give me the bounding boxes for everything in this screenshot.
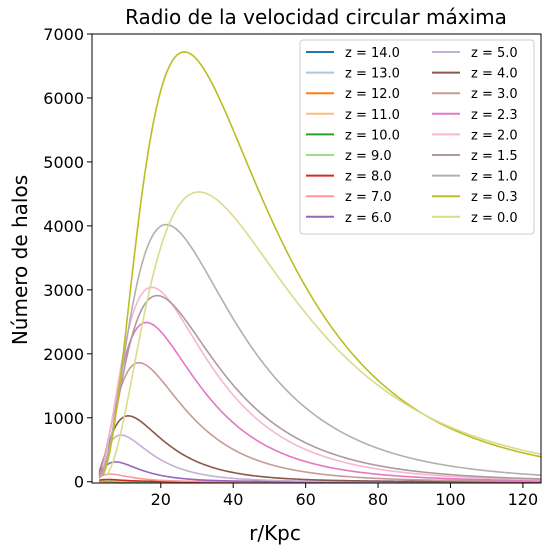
y-tick-label-1: 1000 <box>43 409 84 428</box>
x-tick-label-4: 100 <box>435 490 466 509</box>
legend: z = 14.0 z = 13.0 z = 12.0 z = 11.0 z = 10.0… <box>300 40 534 234</box>
y-tick-label-3: 3000 <box>43 281 84 300</box>
legend-label-12: z = 2.3 <box>471 108 518 123</box>
legend-label-10: z = 4.0 <box>471 67 518 82</box>
legend-label-2: z = 12.0 <box>345 87 400 102</box>
x-tick-label-1: 40 <box>223 490 243 509</box>
legend-label-0: z = 14.0 <box>345 46 400 61</box>
legend-label-16: z = 0.3 <box>471 190 518 205</box>
legend-label-3: z = 11.0 <box>345 108 400 123</box>
x-tick-label-5: 120 <box>508 490 539 509</box>
y-axis-label: Número de halos <box>8 175 32 345</box>
y-tick-label-2: 2000 <box>43 345 84 364</box>
legend-label-8: z = 6.0 <box>345 211 392 226</box>
legend-label-4: z = 10.0 <box>345 128 400 143</box>
legend-label-11: z = 3.0 <box>471 87 518 102</box>
legend-label-15: z = 1.0 <box>471 170 518 185</box>
legend-label-17: z = 0.0 <box>471 211 518 226</box>
chart-title: Radio de la velocidad circular máxima <box>125 5 507 29</box>
y-tick-label-6: 6000 <box>43 89 84 108</box>
y-tick-label-0: 0 <box>74 473 84 492</box>
legend-label-5: z = 9.0 <box>345 149 392 164</box>
legend-label-7: z = 7.0 <box>345 190 392 205</box>
x-tick-label-2: 60 <box>295 490 315 509</box>
x-tick-label-0: 20 <box>151 490 171 509</box>
y-tick-label-7: 7000 <box>43 25 84 44</box>
y-tick-label-4: 4000 <box>43 217 84 236</box>
legend-label-6: z = 8.0 <box>345 170 392 185</box>
x-tick-label-3: 80 <box>368 490 388 509</box>
legend-label-1: z = 13.0 <box>345 67 400 82</box>
y-tick-label-5: 5000 <box>43 153 84 172</box>
legend-label-14: z = 1.5 <box>471 149 518 164</box>
legend-label-13: z = 2.0 <box>471 128 518 143</box>
legend-label-9: z = 5.0 <box>471 46 518 61</box>
x-axis-label: r/Kpc <box>249 521 301 545</box>
